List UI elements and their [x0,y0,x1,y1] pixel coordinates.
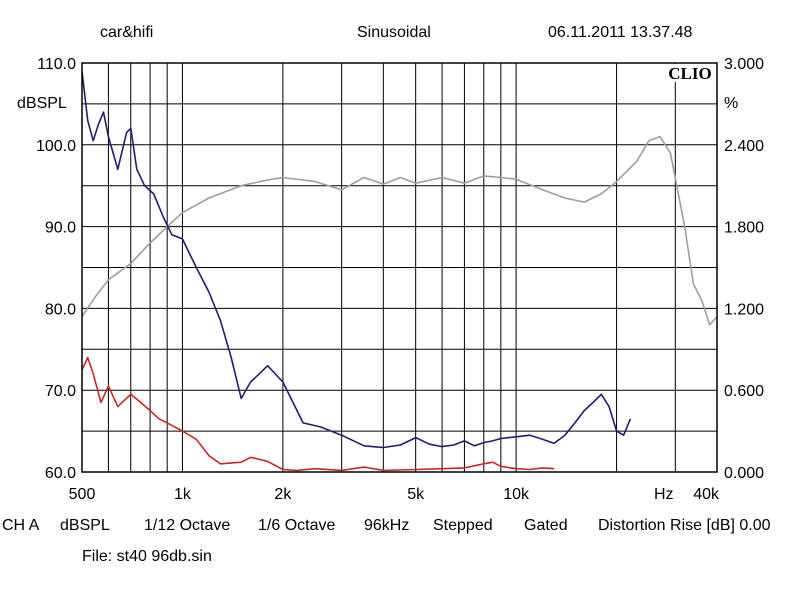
x-tick-label: 1k [174,486,192,503]
grid [82,63,717,472]
y-tick-label: 60.0 [45,465,76,482]
clio-badge: CLIO [665,64,716,83]
y-tick-label: 80.0 [45,301,76,318]
clio-logo: CLIO [668,64,711,83]
file-name: File: st40 96db.sin [82,548,212,565]
y-tick-label: 110.0 [37,56,76,73]
x-tick-label: 40k [693,486,720,503]
y2-tick-label: 0.600 [724,383,764,400]
plot-frame [81,62,718,473]
setting-channel: CH A [2,517,40,534]
y2-tick-label: 1.800 [724,220,764,237]
y2-tick-label: 3.000 [724,56,764,73]
setting-distortion: Distortion Rise [dB] 0.00 [598,517,771,534]
y-tick-label: 90.0 [45,220,76,237]
axis-tick-labels: 110.0 100.0 90.0 80.0 70.0 60.0 3.000 2.400 1.80… [36,56,764,503]
x-tick-label: 5k [407,486,425,503]
left-axis-unit: dBSPL [17,95,67,112]
right-axis-unit: % [724,95,739,112]
header-center: Sinusoidal [357,24,431,41]
setting-mode: Stepped [433,517,493,534]
series-line-1 [81,135,718,326]
y2-tick-label: 0.000 [724,465,764,482]
setting-window: Gated [524,517,568,534]
x-axis-unit: Hz [654,486,674,503]
series-lines [81,71,718,472]
header-right: 06.11.2011 13.37.48 [548,24,693,41]
y2-tick-label: 1.200 [724,301,764,318]
x-tick-label: 500 [69,486,96,503]
header-left: car&hifi [100,24,154,41]
y2-tick-label: 2.400 [724,138,764,155]
x-tick-label: 10k [503,486,530,503]
setting-smoothing: 1/12 Octave [144,517,231,534]
setting-unit: dBSPL [60,517,110,534]
setting-resolution: 1/6 Octave [258,517,336,534]
series-line-3 [81,356,555,472]
x-tick-label: 2k [274,486,292,503]
series-line-2 [81,71,632,449]
y-tick-label: 70.0 [45,383,76,400]
setting-rate: 96kHz [364,517,410,534]
y-tick-label: 100.0 [36,138,76,155]
